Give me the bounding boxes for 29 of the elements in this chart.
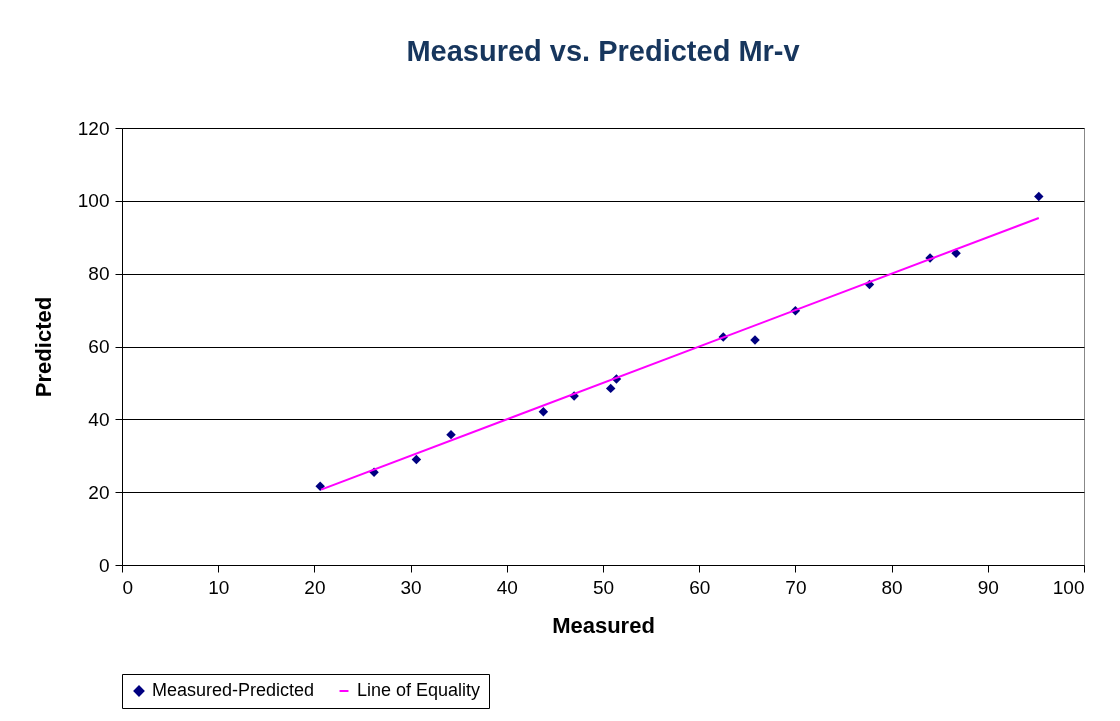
x-tick-label: 10 xyxy=(208,576,230,598)
point xyxy=(315,481,325,492)
legend-label: Line of Equality xyxy=(357,680,481,700)
x-tick-label: 30 xyxy=(400,576,422,598)
y-tick-label: 20 xyxy=(88,481,110,503)
y-tick-label: 100 xyxy=(77,190,110,212)
x-tick-label: 20 xyxy=(304,576,326,598)
y-axis-title: Predicted xyxy=(30,296,56,398)
point xyxy=(446,429,456,440)
y-tick-label: 120 xyxy=(77,117,110,139)
x-tick-label: 0 xyxy=(122,576,134,598)
chart-title: Measured vs. Predicted Mr-v xyxy=(406,35,800,67)
y-tick-label: 40 xyxy=(88,408,110,430)
x-tick-label: 60 xyxy=(689,576,711,598)
x-axis-title: Measured xyxy=(552,612,655,638)
point xyxy=(605,383,616,394)
point xyxy=(538,406,549,417)
x-tick-label: 40 xyxy=(496,576,518,598)
point xyxy=(1034,191,1044,202)
x-tick-label: 50 xyxy=(592,576,615,598)
x-tick-label: 90 xyxy=(977,576,999,598)
y-tick-label: 0 xyxy=(98,554,110,576)
y-tick-label: 60 xyxy=(88,336,110,357)
legend-label: Measured-Predicted xyxy=(152,680,315,700)
x-tick-label: 100 xyxy=(1052,576,1085,598)
x-tick-label: 70 xyxy=(785,576,807,598)
y-tick-label: 80 xyxy=(88,263,110,285)
point xyxy=(411,454,422,465)
x-tick-label: 80 xyxy=(881,576,903,598)
